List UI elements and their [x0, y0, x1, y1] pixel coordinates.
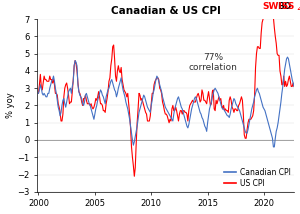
Title: Canadian & US CPI: Canadian & US CPI: [111, 6, 221, 16]
Text: SWISS: SWISS: [262, 1, 294, 10]
Text: 77%
correlation: 77% correlation: [189, 53, 238, 72]
Y-axis label: % yoy: % yoy: [6, 93, 15, 118]
Legend: Canadian CPI, US CPI: Canadian CPI, US CPI: [224, 168, 291, 188]
Text: BD: BD: [277, 1, 291, 10]
Text: ⊿: ⊿: [296, 4, 300, 10]
